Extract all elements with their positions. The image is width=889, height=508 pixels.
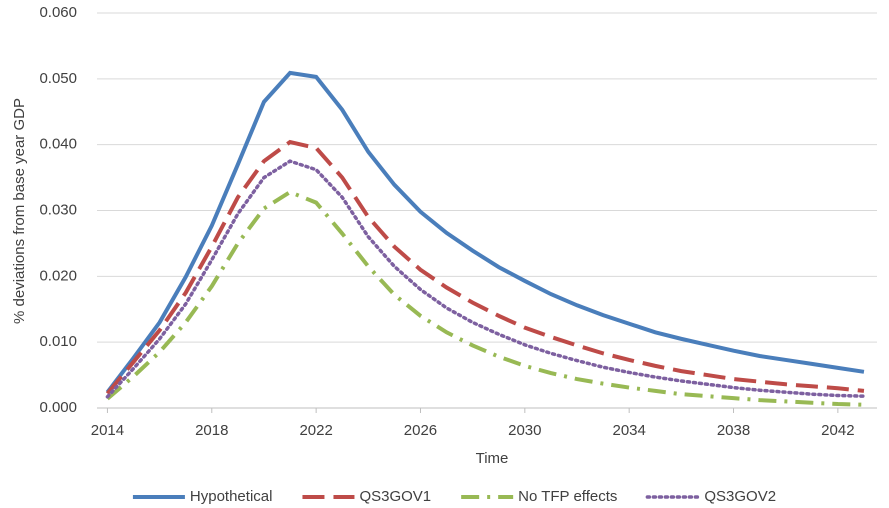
y-tick-label: 0.060	[39, 4, 77, 21]
series-line	[105, 159, 866, 399]
series-line	[105, 139, 865, 395]
x-axis-label: Time	[476, 450, 509, 467]
y-tick-label: 0.020	[39, 267, 77, 284]
series-line	[106, 189, 865, 407]
y-tick-label: 0.000	[39, 399, 77, 416]
x-tick-label: 2026	[404, 422, 437, 439]
y-tick-label: 0.010	[39, 333, 77, 350]
x-tick-label: 2038	[717, 422, 750, 439]
y-tick-label: 0.050	[39, 70, 77, 87]
y-tick-label: 0.040	[39, 136, 77, 153]
y-tick-label: 0.030	[39, 201, 77, 218]
legend-label: No TFP effects	[518, 488, 617, 505]
x-tick-label: 2030	[508, 422, 541, 439]
x-tick-label: 2014	[91, 422, 124, 439]
x-tick-label: 2034	[612, 422, 645, 439]
legend-label: QS3GOV2	[704, 488, 776, 505]
x-tick-label: 2022	[299, 422, 332, 439]
x-tick-label: 2018	[195, 422, 228, 439]
series-line	[105, 70, 865, 394]
legend-label: QS3GOV1	[359, 488, 431, 505]
y-axis-label: % deviations from base year GDP	[11, 98, 28, 324]
legend-label: Hypothetical	[190, 488, 273, 505]
x-tick-label: 2042	[821, 422, 854, 439]
